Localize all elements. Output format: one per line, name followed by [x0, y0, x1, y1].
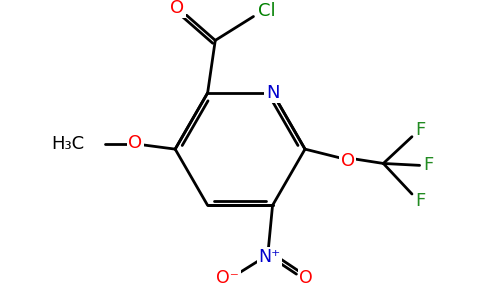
- Text: O: O: [341, 152, 355, 169]
- Text: H₃C: H₃C: [51, 135, 84, 153]
- Text: N⁺: N⁺: [258, 248, 281, 266]
- Text: N: N: [266, 84, 279, 102]
- Text: O: O: [128, 134, 142, 152]
- Text: Cl: Cl: [258, 2, 276, 20]
- Text: F: F: [415, 121, 426, 139]
- Text: F: F: [415, 192, 426, 210]
- Text: O: O: [299, 269, 313, 287]
- Text: O: O: [170, 0, 184, 17]
- Text: O⁻: O⁻: [216, 269, 239, 287]
- Text: F: F: [423, 156, 433, 174]
